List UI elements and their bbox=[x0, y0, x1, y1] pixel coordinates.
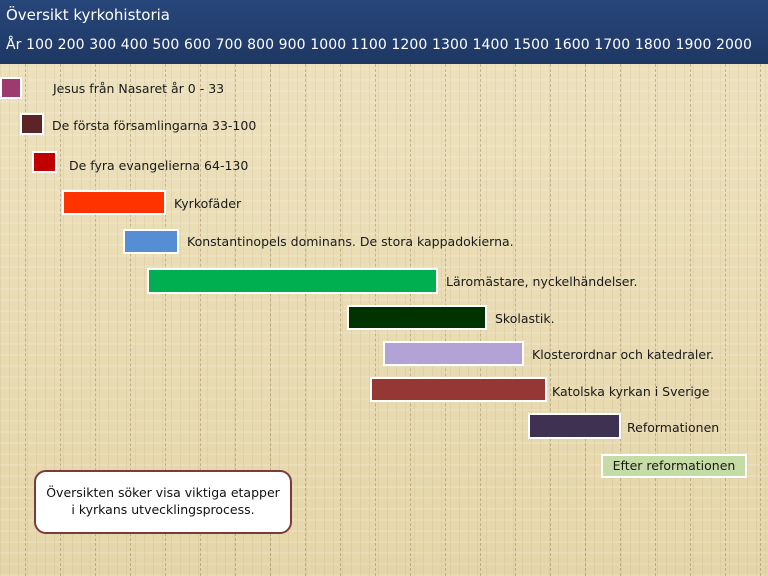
grid-line bbox=[550, 64, 551, 576]
grid-line bbox=[690, 64, 691, 576]
grid-line bbox=[60, 64, 61, 576]
page-title: Översikt kyrkohistoria bbox=[6, 6, 170, 24]
header-bar: Översikt kyrkohistoria År 100 200 300 40… bbox=[0, 0, 768, 64]
grid-line bbox=[200, 64, 201, 576]
grid-line bbox=[130, 64, 131, 576]
grid-line bbox=[760, 64, 761, 576]
timeline-bar-reformationen bbox=[528, 413, 621, 439]
timeline-label-laromastare: Läromästare, nyckelhändelser. bbox=[446, 274, 638, 289]
grid-line bbox=[165, 64, 166, 576]
grid-line bbox=[25, 64, 26, 576]
grid-line bbox=[235, 64, 236, 576]
grid-line bbox=[655, 64, 656, 576]
timeline-bar-konstantinopel bbox=[123, 229, 179, 254]
timeline-label-konstantinopel: Konstantinopels dominans. De stora kappa… bbox=[187, 234, 514, 249]
timeline-bar-katolska bbox=[370, 377, 547, 402]
timeline-label-katolska: Katolska kyrkan i Sverige bbox=[552, 384, 710, 399]
timeline-bar-forsamlingar bbox=[20, 113, 44, 135]
timeline-label-forsamlingar: De första församlingarna 33-100 bbox=[52, 118, 257, 133]
timeline-bar-kyrkofader bbox=[62, 190, 166, 215]
grid-line bbox=[725, 64, 726, 576]
timeline-bar-laromastare bbox=[147, 268, 438, 294]
timeline-label-reformationen: Reformationen bbox=[627, 420, 720, 435]
grid-line bbox=[95, 64, 96, 576]
note-box: Översikten söker visa viktiga etapper i … bbox=[34, 470, 292, 534]
timeline-label-jesus: Jesus från Nasaret år 0 - 33 bbox=[53, 81, 225, 96]
grid-line bbox=[340, 64, 341, 576]
grid-line bbox=[305, 64, 306, 576]
timeline-bar-skolastik bbox=[347, 305, 487, 330]
grid-line bbox=[515, 64, 516, 576]
timeline-bar-evangelier bbox=[32, 151, 57, 173]
timeline-bar-jesus bbox=[0, 77, 22, 99]
timeline-label-klosterordnar: Klosterordnar och katedraler. bbox=[532, 347, 715, 362]
timeline-label-skolastik: Skolastik. bbox=[495, 311, 555, 326]
timeline-box-efter-reformationen: Efter reformationen bbox=[601, 454, 747, 478]
year-axis: År 100 200 300 400 500 600 700 800 900 1… bbox=[6, 37, 753, 53]
timeline-label-evangelier: De fyra evangelierna 64-130 bbox=[69, 158, 249, 173]
grid-line bbox=[620, 64, 621, 576]
grid-line bbox=[270, 64, 271, 576]
timeline-label-kyrkofader: Kyrkofäder bbox=[174, 196, 242, 211]
grid-line bbox=[585, 64, 586, 576]
timeline-bar-klosterordnar bbox=[383, 341, 524, 366]
